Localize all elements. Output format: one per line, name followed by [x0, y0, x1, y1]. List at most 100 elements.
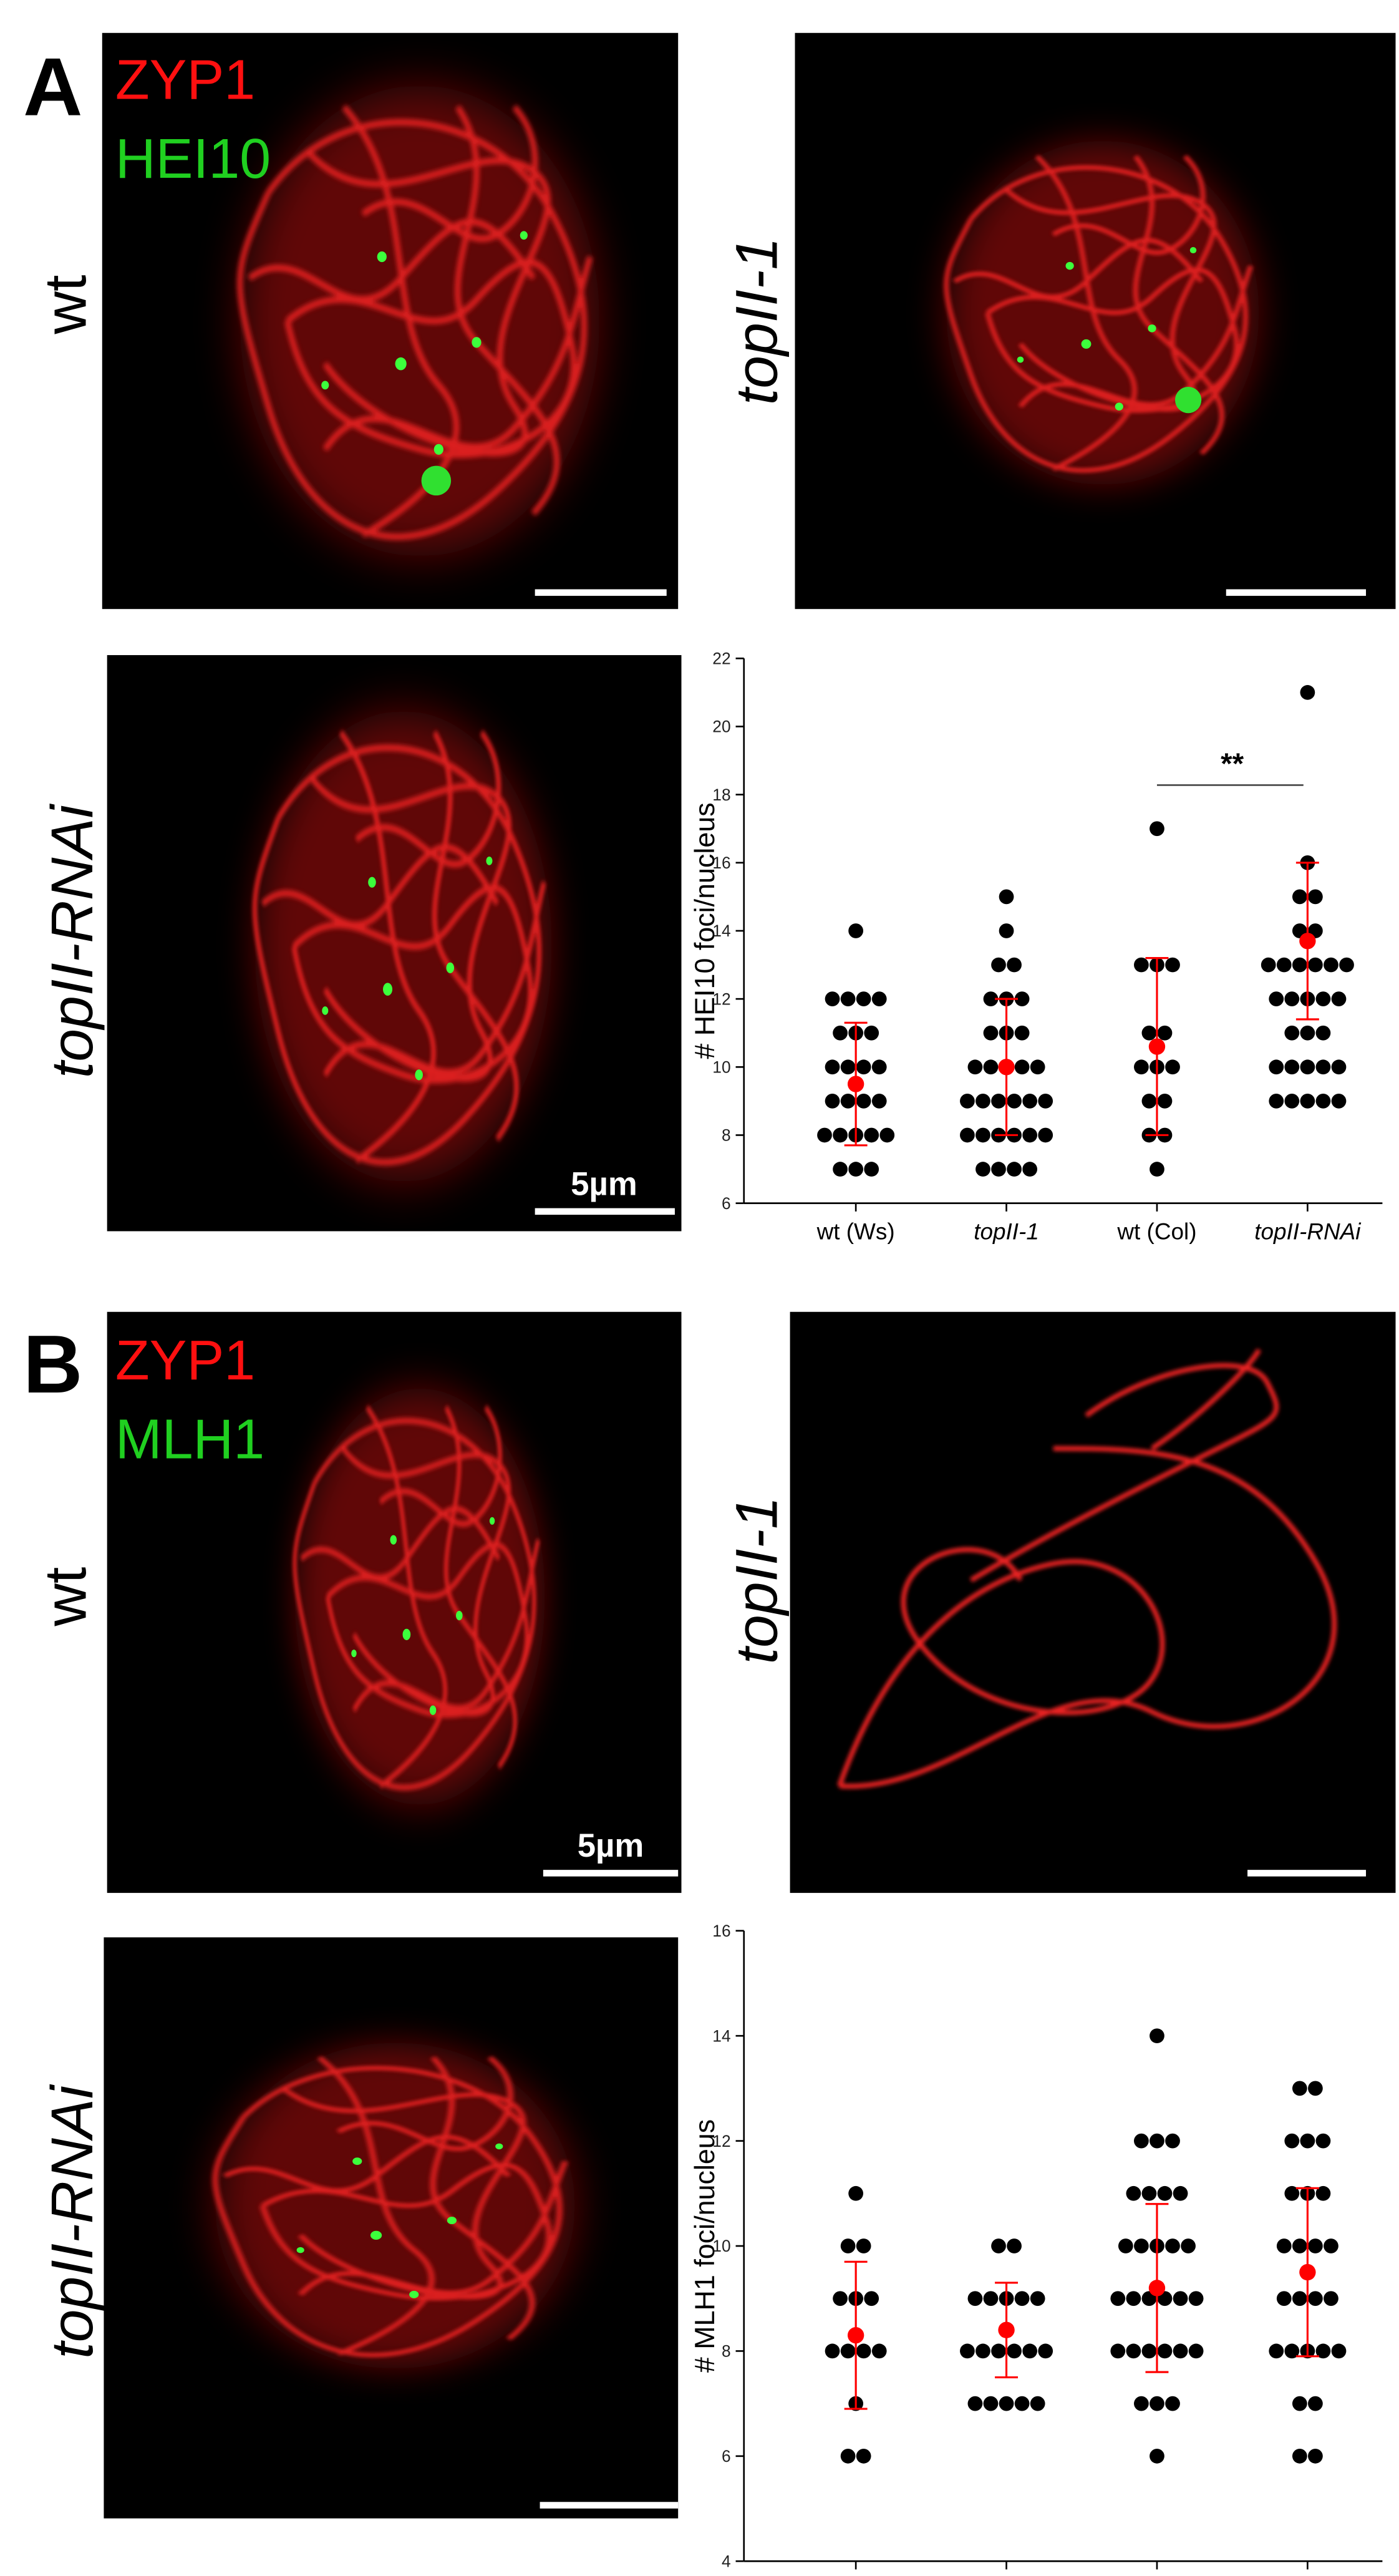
data-point: [833, 1127, 848, 1143]
focus: [421, 465, 452, 496]
data-point: [1269, 1059, 1284, 1075]
data-point: [1292, 2081, 1307, 2096]
data-point: [1134, 957, 1149, 973]
data-point: [871, 2343, 887, 2359]
data-point: [856, 1094, 871, 1109]
mean-point: [847, 1076, 864, 1092]
stain-label: ZYP1: [115, 49, 255, 111]
data-point: [1007, 957, 1022, 973]
y-tick-label: 8: [722, 2342, 731, 2361]
data-point: [1157, 1025, 1173, 1041]
scale-bar: [1226, 589, 1367, 596]
data-point: [1022, 1094, 1038, 1109]
mean-point: [998, 1059, 1015, 1076]
mean-point: [1148, 1038, 1166, 1055]
data-point: [864, 1162, 879, 1177]
y-tick-label: 4: [722, 2552, 731, 2570]
data-point: [1308, 2081, 1323, 2096]
data-point: [1331, 991, 1347, 1007]
data-point: [1022, 1162, 1038, 1177]
data-point: [1331, 1059, 1347, 1075]
data-point: [1150, 2133, 1164, 2149]
data-point: [983, 2291, 999, 2306]
data-point: [856, 2343, 871, 2359]
data-point: [1308, 957, 1323, 973]
data-point: [825, 991, 840, 1007]
data-point: [856, 1059, 871, 1075]
data-point: [1292, 889, 1307, 905]
panel-label: B: [23, 1318, 82, 1410]
data-point: [1165, 957, 1180, 973]
data-point: [983, 991, 999, 1007]
data-point: [1014, 2291, 1030, 2306]
data-point: [1134, 2238, 1149, 2253]
data-point: [1150, 2396, 1164, 2411]
x-tick-label: wt (Ws): [816, 1219, 895, 1245]
scale-bar: [535, 1208, 675, 1215]
data-point: [840, 1094, 856, 1109]
data-point: [1315, 1025, 1331, 1041]
data-point: [1324, 2291, 1338, 2306]
data-point: [1308, 2238, 1323, 2253]
data-point: [1284, 991, 1300, 1007]
data-point: [1292, 957, 1307, 973]
genotype-label: wt: [32, 1567, 99, 1627]
data-point: [1118, 2238, 1133, 2253]
data-point: [1007, 2343, 1022, 2359]
data-point: [1284, 1025, 1300, 1041]
scale-label: 5µm: [571, 1165, 637, 1202]
y-tick-label: 10: [712, 2237, 730, 2255]
data-point: [991, 2343, 1006, 2359]
data-point: [840, 991, 856, 1007]
data-point: [1134, 2396, 1149, 2411]
stain-label: HEI10: [115, 128, 271, 190]
significance-label: **: [1221, 747, 1244, 780]
data-point: [1126, 2343, 1141, 2359]
data-point: [1308, 2291, 1323, 2306]
y-axis-label: # HEI10 foci/nucleus: [689, 802, 720, 1059]
data-point: [1126, 2185, 1141, 2201]
nucleus: [240, 85, 599, 557]
data-point: [1157, 2185, 1173, 2201]
y-tick-label: 16: [712, 853, 730, 872]
data-point: [1150, 1162, 1164, 1177]
genotype-label: topII-1: [724, 237, 790, 405]
data-point: [856, 2448, 871, 2464]
data-point: [1284, 2343, 1300, 2359]
stain-label: MLH1: [115, 1409, 264, 1471]
data-point: [1261, 957, 1276, 973]
scale-bar: [535, 589, 667, 596]
data-point: [975, 2343, 990, 2359]
data-point: [1157, 1094, 1173, 1109]
data-point: [1141, 2343, 1157, 2359]
data-point: [991, 1162, 1006, 1177]
data-point: [1022, 2343, 1038, 2359]
nucleus: [215, 2043, 574, 2368]
data-point: [1284, 2185, 1300, 2201]
data-point: [1315, 2343, 1331, 2359]
data-point: [1300, 2133, 1315, 2149]
y-axis-label: # MLH1 foci/nucleus: [689, 2119, 720, 2373]
data-point: [833, 2291, 848, 2306]
y-tick-label: 14: [712, 921, 730, 940]
data-point: [1276, 2238, 1292, 2253]
data-point: [983, 1025, 999, 1041]
data-point: [999, 2396, 1014, 2411]
data-point: [864, 2291, 879, 2306]
data-point: [825, 1059, 840, 1075]
x-tick-label: wt (Col): [1116, 1219, 1196, 1245]
y-tick-label: 10: [712, 1058, 730, 1077]
data-point: [1030, 1059, 1045, 1075]
data-point: [856, 2238, 871, 2253]
data-point: [991, 1094, 1006, 1109]
data-point: [1284, 1094, 1300, 1109]
data-point: [1141, 1025, 1157, 1041]
data-point: [871, 1094, 887, 1109]
panel-label: A: [23, 41, 82, 133]
genotype-label: wt: [32, 275, 99, 335]
genotype-label: topII-1: [724, 1496, 790, 1664]
data-point: [1188, 2343, 1204, 2359]
data-point: [848, 1162, 864, 1177]
data-point: [825, 1094, 840, 1109]
scale-bar: [543, 1870, 679, 1877]
